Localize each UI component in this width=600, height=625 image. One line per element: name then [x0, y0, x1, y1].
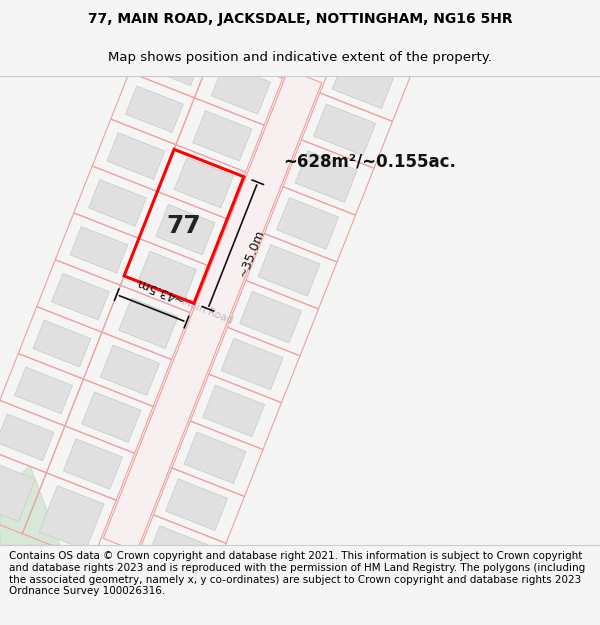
Polygon shape — [156, 204, 215, 255]
Polygon shape — [82, 392, 141, 442]
Polygon shape — [184, 432, 246, 484]
Polygon shape — [166, 479, 227, 531]
Polygon shape — [14, 367, 72, 414]
Polygon shape — [52, 273, 109, 320]
Text: 77: 77 — [167, 214, 202, 238]
Polygon shape — [314, 104, 376, 156]
Polygon shape — [163, 0, 220, 39]
Polygon shape — [142, 526, 209, 591]
Text: ~628m²/~0.155ac.: ~628m²/~0.155ac. — [284, 152, 457, 170]
Text: 77, MAIN ROAD, JACKSDALE, NOTTINGHAM, NG16 5HR: 77, MAIN ROAD, JACKSDALE, NOTTINGHAM, NG… — [88, 12, 512, 26]
Polygon shape — [125, 86, 183, 132]
Text: Map shows position and indicative extent of the property.: Map shows position and indicative extent… — [108, 51, 492, 64]
Polygon shape — [258, 244, 320, 296]
Polygon shape — [39, 486, 104, 550]
Text: Main Road: Main Road — [181, 296, 235, 325]
Polygon shape — [70, 226, 128, 273]
Polygon shape — [0, 461, 35, 521]
Polygon shape — [144, 39, 202, 86]
Polygon shape — [230, 17, 289, 68]
Polygon shape — [0, 414, 54, 461]
Polygon shape — [33, 320, 91, 367]
Polygon shape — [119, 298, 178, 349]
Polygon shape — [107, 132, 165, 179]
Polygon shape — [137, 251, 196, 302]
Polygon shape — [0, 465, 60, 545]
Polygon shape — [103, 69, 322, 552]
Polygon shape — [295, 151, 357, 202]
Text: ~35.0m: ~35.0m — [236, 227, 267, 279]
Polygon shape — [203, 385, 265, 437]
Polygon shape — [239, 291, 302, 343]
Polygon shape — [89, 179, 146, 226]
Text: Contains OS data © Crown copyright and database right 2021. This information is : Contains OS data © Crown copyright and d… — [9, 551, 585, 596]
Polygon shape — [211, 64, 271, 114]
Polygon shape — [63, 439, 122, 489]
Polygon shape — [221, 338, 283, 390]
Polygon shape — [174, 158, 233, 208]
Polygon shape — [332, 57, 394, 109]
Polygon shape — [277, 198, 338, 249]
Polygon shape — [193, 111, 252, 161]
Text: ~43.5m: ~43.5m — [133, 274, 185, 305]
Polygon shape — [100, 345, 160, 396]
